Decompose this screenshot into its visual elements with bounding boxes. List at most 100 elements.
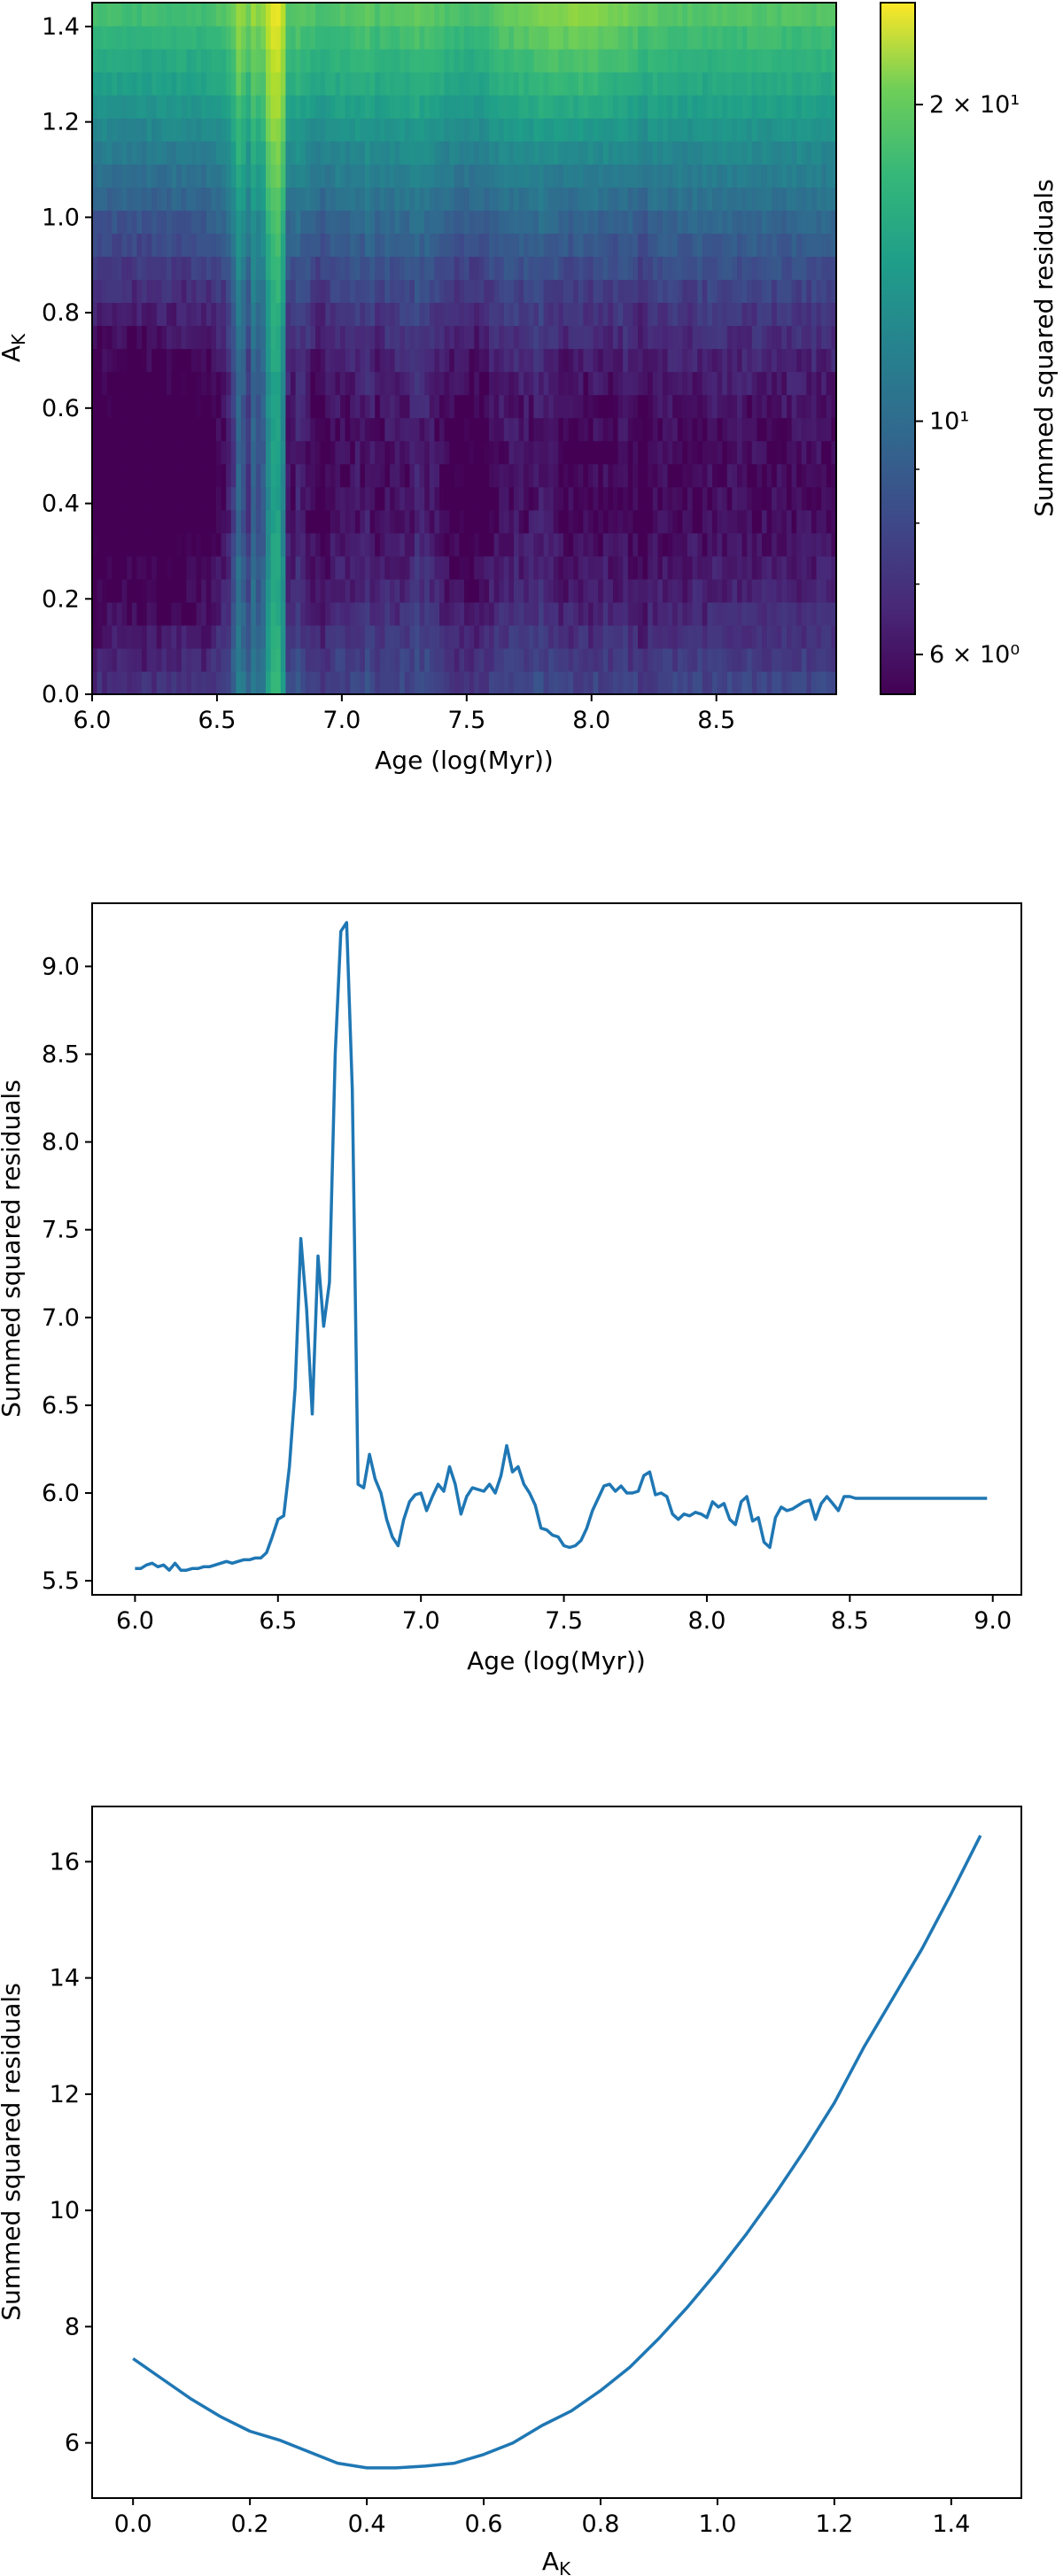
heatmap-cell	[617, 49, 624, 73]
heatmap-cell	[419, 164, 425, 188]
heatmap-cell	[602, 164, 609, 188]
heatmap-cell	[751, 371, 757, 396]
heatmap-cell	[642, 302, 648, 327]
heatmap-cell	[369, 624, 376, 649]
heatmap-cell	[632, 256, 639, 280]
heatmap-cell	[369, 417, 376, 442]
y-tick-label: 0.0	[42, 681, 80, 708]
heatmap-cell	[602, 394, 609, 419]
heatmap-cell	[568, 647, 574, 672]
heatmap-cell	[657, 532, 663, 557]
heatmap-cell	[270, 417, 276, 442]
heatmap-cell	[121, 463, 128, 488]
heatmap-cell	[295, 486, 301, 511]
heatmap-cell	[578, 601, 584, 626]
heatmap-cell	[583, 532, 589, 557]
heatmap-cell	[707, 624, 713, 649]
heatmap-cell	[255, 302, 261, 327]
heatmap-cell	[717, 440, 723, 465]
heatmap-cell	[315, 3, 322, 27]
heatmap-cell	[245, 233, 252, 257]
heatmap-cell	[390, 164, 396, 188]
heatmap-cell	[146, 670, 152, 695]
heatmap-cell	[489, 670, 495, 695]
heatmap-cell	[127, 49, 133, 73]
heatmap-cell	[167, 486, 173, 511]
heatmap-cell	[732, 578, 738, 603]
heatmap-cell	[106, 509, 113, 534]
heatmap-cell	[310, 256, 316, 280]
heatmap-cell	[300, 486, 306, 511]
heatmap-cell	[176, 601, 182, 626]
heatmap-cell	[221, 187, 227, 211]
heatmap-cell	[528, 440, 534, 465]
heatmap-cell	[241, 141, 247, 165]
heatmap-cell	[112, 578, 118, 603]
heatmap-cell	[251, 187, 257, 211]
heatmap-cell	[598, 486, 604, 511]
heatmap-cell	[539, 233, 545, 257]
heatmap-cell	[102, 325, 108, 350]
heatmap-cell	[747, 348, 753, 373]
heatmap-cell	[593, 348, 599, 373]
heatmap-cell	[632, 118, 639, 142]
heatmap-cell	[508, 49, 515, 73]
heatmap-cell	[672, 463, 679, 488]
heatmap-cell	[568, 141, 574, 165]
heatmap-cell	[503, 440, 509, 465]
heatmap-cell	[186, 210, 192, 234]
heatmap-cell	[146, 279, 152, 304]
heatmap-cell	[518, 95, 524, 119]
heatmap-cell	[652, 26, 658, 50]
heatmap-cell	[608, 233, 614, 257]
heatmap-cell	[156, 256, 162, 280]
heatmap-cell	[167, 463, 173, 488]
heatmap-cell	[796, 394, 803, 419]
heatmap-cell	[206, 26, 212, 50]
heatmap-cell	[514, 624, 520, 649]
heatmap-cell	[379, 463, 385, 488]
heatmap-cell	[687, 164, 694, 188]
heatmap-cell	[474, 647, 480, 672]
heatmap-cell	[741, 440, 748, 465]
heatmap-cell	[499, 532, 505, 557]
heatmap-cell	[801, 49, 807, 73]
heatmap-cell	[503, 118, 509, 142]
heatmap-cell	[533, 279, 539, 304]
heatmap-cell	[593, 3, 599, 27]
heatmap-cell	[419, 624, 425, 649]
heatmap-cell	[524, 601, 530, 626]
heatmap-cell	[390, 486, 396, 511]
heatmap-cell	[136, 417, 143, 442]
heatmap-cell	[429, 509, 435, 534]
heatmap-cell	[206, 532, 212, 557]
heatmap-cell	[459, 509, 465, 534]
heatmap-cell	[692, 578, 698, 603]
heatmap-cell	[613, 118, 619, 142]
heatmap-cell	[335, 371, 341, 396]
heatmap-cell	[484, 624, 490, 649]
heatmap-cell	[151, 440, 158, 465]
heatmap-cell	[667, 72, 673, 96]
heatmap-cell	[578, 486, 584, 511]
heatmap-cell	[106, 371, 113, 396]
heatmap-cell	[315, 532, 322, 557]
heatmap-cell	[558, 348, 564, 373]
heatmap-cell	[241, 647, 247, 672]
heatmap-cell	[548, 670, 555, 695]
heatmap-cell	[136, 210, 143, 234]
heatmap-cell	[260, 279, 267, 304]
heatmap-cell	[245, 670, 252, 695]
heatmap-cell	[528, 118, 534, 142]
heatmap-cell	[221, 95, 227, 119]
heatmap-cell	[295, 555, 301, 580]
heatmap-cell	[365, 164, 371, 188]
heatmap-cell	[588, 233, 594, 257]
heatmap-cell	[831, 371, 837, 396]
heatmap-cell	[826, 49, 832, 73]
heatmap-cell	[330, 440, 336, 465]
heatmap-cell	[692, 624, 698, 649]
heatmap-cell	[449, 279, 455, 304]
heatmap-cell	[757, 394, 763, 419]
heatmap-cell	[102, 279, 108, 304]
